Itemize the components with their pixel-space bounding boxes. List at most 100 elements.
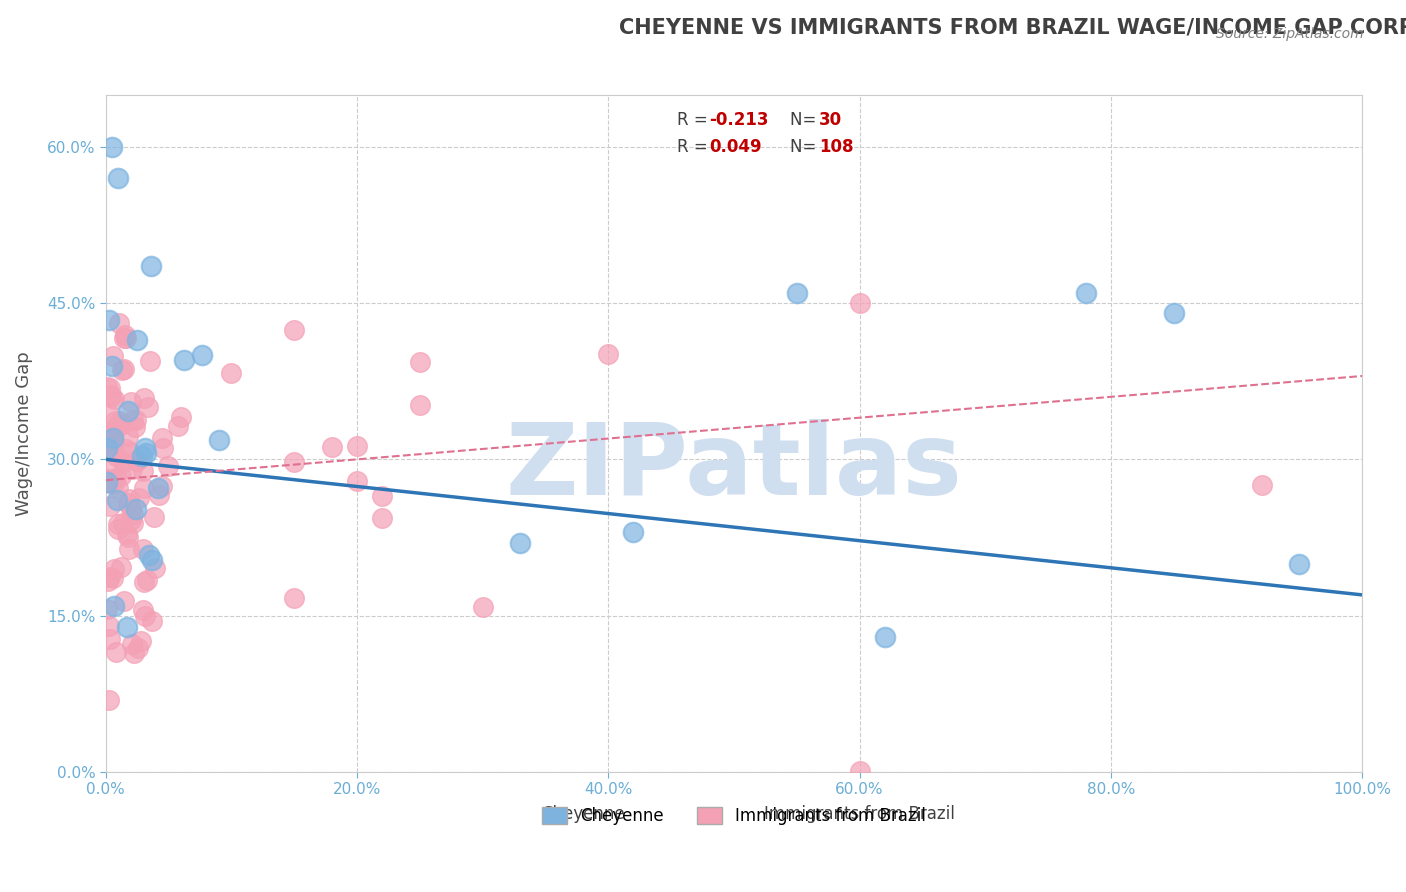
Immigrants from Brazil [110, 469, 132, 483]
Immigrants from Brazil [150, 478, 173, 492]
Cheyenne [96, 442, 118, 456]
Immigrants from Brazil [117, 496, 139, 510]
Y-axis label: Wage/Income Gap: Wage/Income Gap [15, 351, 32, 516]
Immigrants from Brazil [127, 641, 149, 656]
Text: Source: ZipAtlas.com: Source: ZipAtlas.com [1216, 27, 1364, 41]
Cheyenne [135, 446, 157, 460]
Immigrants from Brazil [115, 442, 138, 456]
Immigrants from Brazil [120, 513, 142, 527]
Immigrants from Brazil [409, 355, 432, 369]
Immigrants from Brazil [409, 398, 432, 412]
Immigrants from Brazil [283, 591, 305, 605]
Text: Immigrants from Brazil: Immigrants from Brazil [763, 805, 955, 823]
Immigrants from Brazil [110, 560, 132, 574]
Text: ZIPatlas: ZIPatlas [506, 418, 962, 516]
Immigrants from Brazil [283, 323, 305, 337]
Immigrants from Brazil [148, 488, 170, 502]
Immigrants from Brazil [848, 764, 870, 778]
Cheyenne [134, 441, 156, 455]
Immigrants from Brazil [124, 420, 146, 434]
Immigrants from Brazil [142, 509, 165, 524]
Cheyenne [139, 259, 162, 273]
Immigrants from Brazil [371, 511, 394, 525]
Immigrants from Brazil [100, 387, 122, 401]
Immigrants from Brazil [97, 476, 120, 491]
Immigrants from Brazil [103, 434, 125, 448]
Immigrants from Brazil [112, 362, 135, 376]
Immigrants from Brazil [152, 441, 174, 455]
Cheyenne [97, 313, 120, 327]
Cheyenne [103, 599, 125, 613]
Immigrants from Brazil [104, 449, 127, 463]
Immigrants from Brazil [103, 443, 125, 458]
Immigrants from Brazil [1250, 478, 1272, 492]
Immigrants from Brazil [114, 327, 136, 342]
Immigrants from Brazil [115, 527, 138, 541]
Cheyenne [148, 481, 170, 495]
Immigrants from Brazil [103, 427, 125, 442]
Immigrants from Brazil [134, 391, 156, 405]
Cheyenne [131, 449, 153, 463]
Immigrants from Brazil [100, 390, 122, 404]
Immigrants from Brazil [104, 414, 127, 428]
Immigrants from Brazil [598, 347, 620, 361]
Immigrants from Brazil [283, 455, 305, 469]
Immigrants from Brazil [132, 602, 155, 616]
Immigrants from Brazil [103, 477, 125, 491]
Immigrants from Brazil [346, 474, 368, 488]
Text: 0.049: 0.049 [709, 137, 762, 155]
Text: Cheyenne: Cheyenne [541, 805, 626, 823]
Cheyenne [623, 525, 645, 540]
Immigrants from Brazil [98, 381, 121, 395]
Cheyenne [117, 404, 139, 418]
Immigrants from Brazil [132, 482, 155, 496]
Immigrants from Brazil [132, 541, 155, 556]
Immigrants from Brazil [97, 693, 120, 707]
Immigrants from Brazil [111, 516, 134, 530]
Immigrants from Brazil [107, 482, 129, 496]
Immigrants from Brazil [471, 599, 494, 614]
Immigrants from Brazil [103, 562, 125, 576]
Immigrants from Brazil [125, 454, 148, 468]
Cheyenne [105, 493, 128, 508]
Immigrants from Brazil [104, 423, 127, 437]
Text: N=: N= [790, 112, 823, 129]
Cheyenne [138, 548, 160, 562]
Immigrants from Brazil [124, 646, 146, 660]
Text: -0.213: -0.213 [709, 112, 768, 129]
Cheyenne [786, 285, 808, 300]
Immigrants from Brazil [121, 508, 143, 522]
Immigrants from Brazil [170, 409, 193, 424]
Immigrants from Brazil [132, 575, 155, 590]
Text: N=: N= [790, 137, 823, 155]
Immigrants from Brazil [96, 475, 118, 489]
Cheyenne [873, 630, 896, 644]
Immigrants from Brazil [97, 619, 120, 633]
Immigrants from Brazil [371, 489, 394, 503]
Immigrants from Brazil [125, 412, 148, 426]
Immigrants from Brazil [98, 569, 121, 583]
Immigrants from Brazil [221, 366, 243, 380]
Immigrants from Brazil [104, 470, 127, 484]
Immigrants from Brazil [136, 400, 159, 414]
Immigrants from Brazil [111, 363, 134, 377]
Immigrants from Brazil [128, 491, 150, 506]
Immigrants from Brazil [96, 601, 118, 615]
Immigrants from Brazil [120, 445, 142, 459]
Immigrants from Brazil [120, 394, 142, 409]
Immigrants from Brazil [103, 437, 125, 451]
Immigrants from Brazil [122, 412, 145, 426]
Immigrants from Brazil [346, 439, 368, 453]
Immigrants from Brazil [118, 542, 141, 557]
Immigrants from Brazil [121, 637, 143, 651]
Cheyenne [191, 348, 214, 362]
Cheyenne [124, 502, 146, 516]
Immigrants from Brazil [103, 350, 125, 364]
Immigrants from Brazil [143, 561, 166, 575]
Immigrants from Brazil [117, 530, 139, 544]
Immigrants from Brazil [125, 453, 148, 467]
Cheyenne [100, 359, 122, 374]
Legend: Cheyenne, Immigrants from Brazil: Cheyenne, Immigrants from Brazil [536, 800, 932, 831]
Text: 30: 30 [820, 112, 842, 129]
Immigrants from Brazil [98, 499, 121, 513]
